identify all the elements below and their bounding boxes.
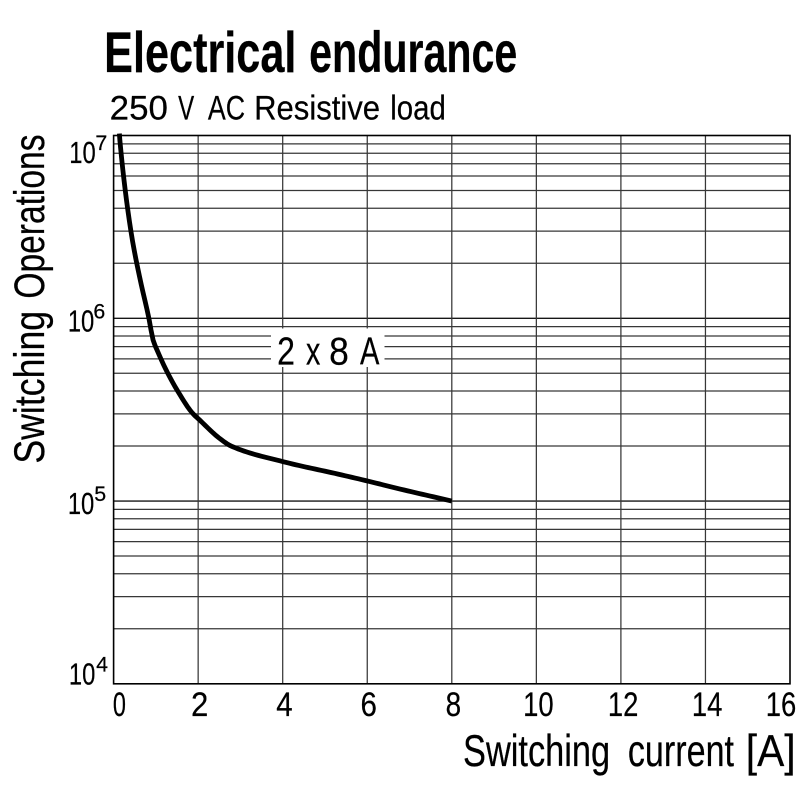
svg-text:x: x (306, 330, 320, 373)
svg-text:2: 2 (277, 329, 295, 373)
svg-text:Operations: Operations (6, 135, 54, 299)
svg-text:14: 14 (692, 685, 723, 724)
svg-text:8: 8 (446, 685, 462, 723)
svg-text:7: 7 (95, 131, 107, 155)
svg-text:5: 5 (94, 482, 106, 506)
svg-text:10: 10 (68, 304, 94, 339)
svg-text:10: 10 (68, 486, 94, 521)
svg-text:load: load (390, 88, 446, 127)
svg-text:0: 0 (113, 686, 126, 725)
svg-text:12: 12 (608, 685, 639, 724)
svg-text:8: 8 (329, 329, 349, 373)
svg-text:10: 10 (69, 135, 95, 170)
svg-text:Switching: Switching (463, 727, 610, 776)
svg-text:10: 10 (69, 657, 95, 692)
svg-text:4: 4 (276, 685, 292, 724)
svg-text:AC: AC (208, 88, 245, 127)
svg-text:16: 16 (766, 685, 797, 724)
svg-text:Resistive: Resistive (254, 88, 380, 127)
svg-text:6: 6 (93, 299, 105, 323)
svg-text:[A]: [A] (746, 726, 796, 776)
svg-text:A: A (360, 330, 379, 373)
svg-text:10: 10 (523, 685, 554, 724)
svg-text:2: 2 (191, 685, 208, 724)
svg-text:Switching: Switching (6, 311, 54, 464)
svg-text:current: current (628, 726, 734, 776)
svg-text:V: V (178, 89, 194, 127)
svg-text:endurance: endurance (309, 20, 517, 84)
svg-text:4: 4 (96, 652, 108, 676)
svg-text:6: 6 (360, 685, 376, 724)
svg-text:Electrical: Electrical (104, 20, 296, 84)
svg-text:250: 250 (110, 90, 168, 128)
